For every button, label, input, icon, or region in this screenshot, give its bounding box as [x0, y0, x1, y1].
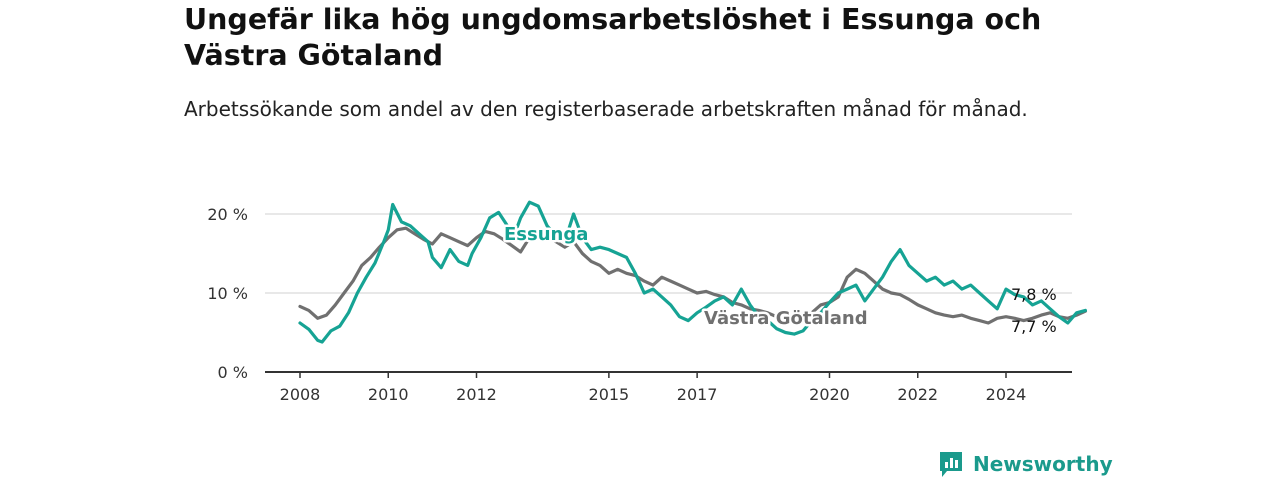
series-line-essunga: [298, 200, 1087, 344]
y-tick-label: 20 %: [207, 205, 248, 224]
x-tick-label: 2015: [589, 385, 630, 404]
series-line-vastra-gotaland: [298, 226, 1087, 325]
series-label-essunga: Essunga: [504, 224, 588, 245]
newsworthy-icon: [940, 452, 962, 477]
series-label-vastra-gotaland: Västra Götaland: [704, 308, 868, 329]
x-tick-label: 2012: [456, 385, 497, 404]
y-tick-label: 0 %: [218, 363, 248, 382]
x-tick-label: 2017: [677, 385, 718, 404]
x-tick-label: 2010: [368, 385, 409, 404]
x-tick-label: 2020: [809, 385, 850, 404]
series-label-vastra-gotaland-halo: Västra Götaland: [704, 308, 868, 329]
series-label-essunga-halo: Essunga: [504, 224, 588, 245]
chart-subtitle: Arbetssökande som andel av den registerb…: [184, 97, 1028, 121]
newsworthy-logo: Newsworthy: [937, 448, 1113, 480]
brand-name: Newsworthy: [973, 452, 1113, 476]
x-tick-label: 2008: [280, 385, 321, 404]
y-tick-label: 10 %: [207, 284, 248, 303]
x-tick-label: 2022: [897, 385, 938, 404]
x-tick-label: 2024: [986, 385, 1027, 404]
end-label-vastra-gotaland: 7,7 %: [1011, 317, 1057, 336]
end-label-essunga: 7,8 %: [1011, 285, 1057, 304]
chart-title: Ungefär lika hög ungdomsarbetslöshet i E…: [184, 3, 1042, 72]
